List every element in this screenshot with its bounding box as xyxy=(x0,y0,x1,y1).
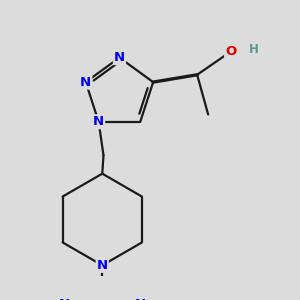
Text: N: N xyxy=(80,76,91,88)
Text: N: N xyxy=(135,298,146,300)
Text: N: N xyxy=(93,115,104,128)
Text: O: O xyxy=(225,45,236,58)
Text: N: N xyxy=(58,298,70,300)
Text: H: H xyxy=(249,43,259,56)
Text: N: N xyxy=(114,51,125,64)
Text: N: N xyxy=(97,259,108,272)
